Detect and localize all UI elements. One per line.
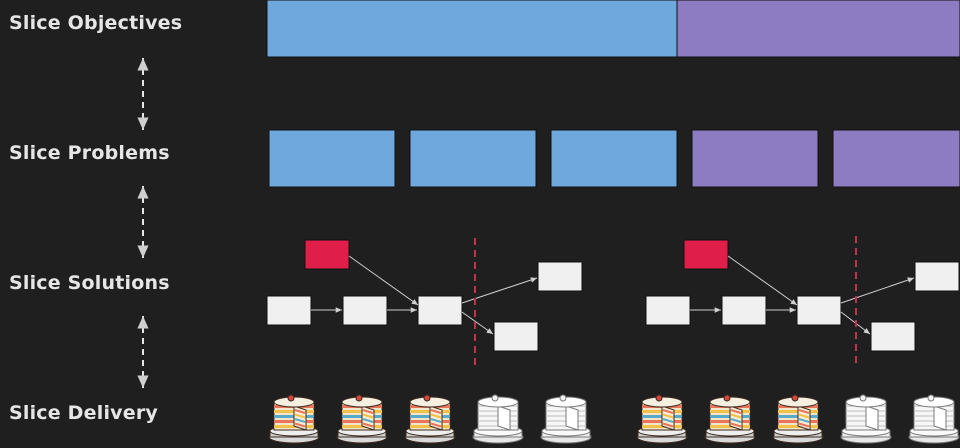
- cake-icon-colored: [772, 394, 824, 444]
- objective-block-blue: [266, 0, 678, 58]
- solutions-flow-group: [266, 238, 583, 370]
- solution-box: [645, 295, 691, 326]
- problem-block: [550, 129, 678, 188]
- objective-block-purple: [676, 0, 960, 58]
- objectives-row: [266, 0, 960, 58]
- flow-arrow: [348, 255, 419, 306]
- flow-arrow: [840, 277, 915, 304]
- solution-box-highlighted: [683, 239, 729, 270]
- flow-arrow: [461, 311, 494, 335]
- cake-icon-outline: [908, 394, 960, 444]
- flow-arrow: [461, 277, 538, 304]
- cake-icon-colored: [704, 394, 756, 444]
- solution-box: [914, 261, 960, 292]
- cake-icon-colored: [636, 394, 688, 444]
- problem-block: [268, 129, 396, 188]
- solution-box: [266, 295, 312, 326]
- label-slice-problems: Slice Problems: [9, 142, 170, 164]
- cake-icon-colored: [404, 394, 456, 444]
- label-slice-solutions: Slice Solutions: [9, 272, 170, 294]
- delivery-cakes: [268, 394, 960, 444]
- cake-icon-outline: [540, 394, 592, 444]
- cake-icon-colored: [336, 394, 388, 444]
- label-slice-delivery: Slice Delivery: [9, 402, 158, 424]
- cake-icon-colored: [268, 394, 320, 444]
- problem-block: [832, 129, 960, 188]
- cake-icon-outline: [472, 394, 524, 444]
- solution-box: [721, 295, 767, 326]
- label-slice-objectives: Slice Objectives: [9, 12, 183, 34]
- solution-box: [342, 295, 388, 326]
- cake-icon-outline: [840, 394, 892, 444]
- solution-box-highlighted: [304, 239, 350, 270]
- solution-box: [870, 321, 916, 352]
- flow-arrow: [727, 255, 798, 306]
- solution-box: [493, 321, 539, 352]
- solution-box: [796, 295, 842, 326]
- solutions-flow-group: [645, 236, 960, 368]
- solution-box: [537, 261, 583, 292]
- problem-block: [409, 129, 537, 188]
- problem-block: [691, 129, 819, 188]
- solution-box: [417, 295, 463, 326]
- problems-row: [268, 129, 960, 188]
